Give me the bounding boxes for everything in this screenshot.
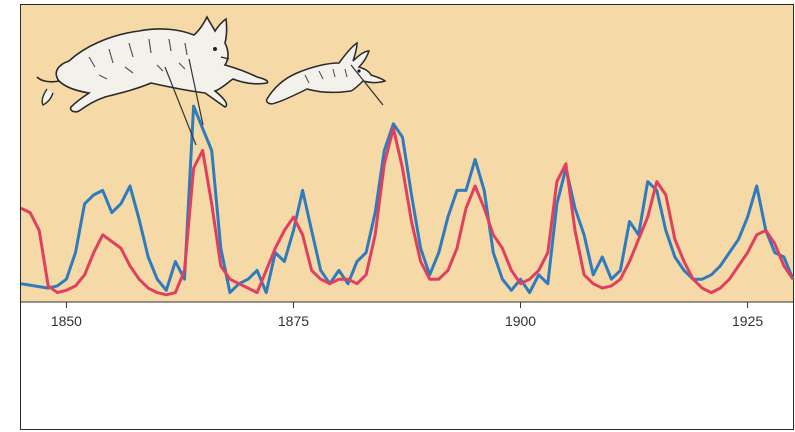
x-axis-ticks: 1850 1875 1900 1925 bbox=[51, 302, 763, 329]
chart-frame: 1850 1875 1900 1925 bbox=[20, 4, 795, 430]
series-line-2 bbox=[21, 126, 795, 297]
lynx-connector-line-2 bbox=[188, 58, 204, 126]
hare-connector-line bbox=[350, 64, 384, 106]
series-layer bbox=[21, 104, 795, 297]
lynx-hare-chart: 1850 1875 1900 1925 bbox=[21, 5, 795, 329]
x-tick-label: 1925 bbox=[732, 313, 763, 329]
lynx-connector-line bbox=[164, 66, 197, 146]
x-tick-label: 1875 bbox=[278, 313, 309, 329]
x-tick-label: 1900 bbox=[505, 313, 536, 329]
lynx-illustration bbox=[36, 15, 269, 113]
hare-illustration bbox=[265, 41, 387, 105]
series-line-1 bbox=[21, 104, 795, 295]
x-tick-label: 1850 bbox=[51, 313, 82, 329]
